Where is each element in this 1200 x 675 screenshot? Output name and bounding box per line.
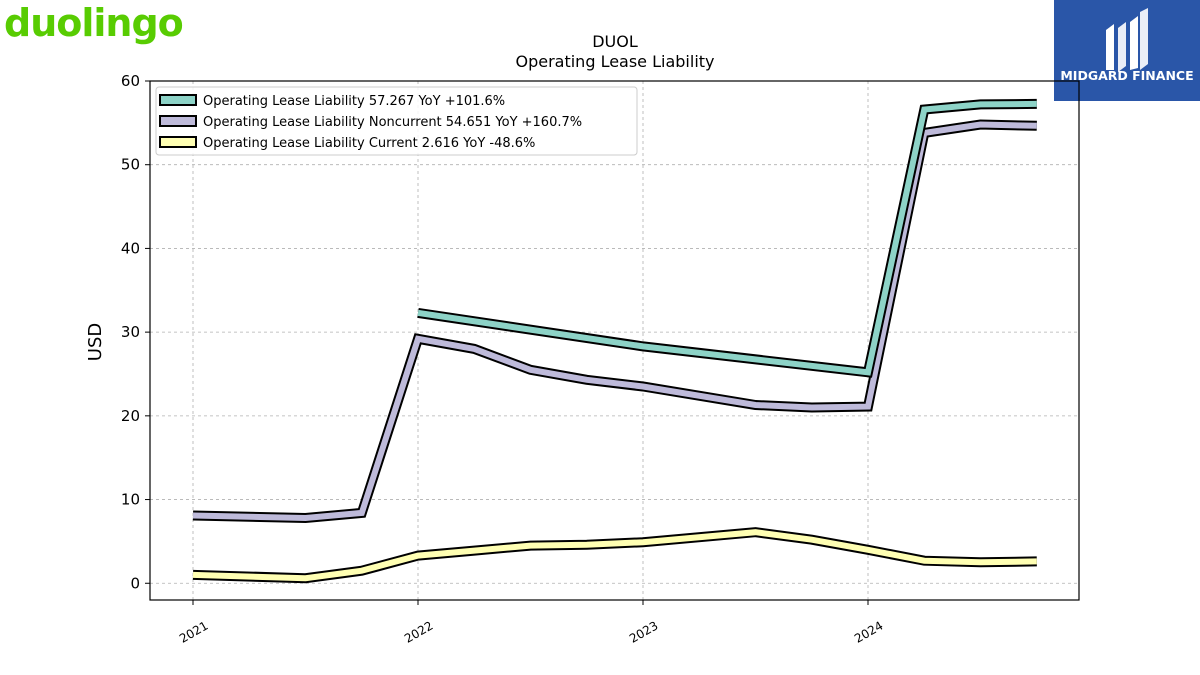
series-layer	[192, 98, 1037, 584]
legend-swatch	[159, 136, 197, 148]
midgard-logo-text: MIDGARD FINANCE	[1060, 68, 1194, 83]
series-stroke	[417, 100, 1037, 376]
series-stroke	[192, 529, 1037, 582]
chart-title-block: DUOL Operating Lease Liability	[415, 32, 815, 72]
legend-box	[155, 86, 638, 156]
y-tick-label: 10	[121, 491, 140, 509]
chart-title: DUOL	[592, 32, 638, 51]
x-tick-label: 2024	[852, 618, 885, 645]
midgard-logo-icon	[1106, 8, 1148, 72]
midgard-finance-logo: MIDGARD FINANCE	[1054, 0, 1200, 101]
y-tick-label: 30	[121, 323, 140, 341]
series-stroke	[192, 121, 1037, 522]
chart-subtitle: Operating Lease Liability	[515, 52, 715, 71]
duolingo-logo-text: duolingo	[4, 1, 184, 45]
legend-entry-label: Operating Lease Liability 57.267 YoY +10…	[203, 94, 505, 109]
legend-swatch	[159, 115, 197, 127]
x-tick-label: 2022	[402, 618, 435, 645]
x-tick-label: 2021	[177, 618, 210, 645]
series-line-1	[192, 119, 1037, 524]
y-tick-label: 0	[130, 574, 140, 592]
series-line-2	[192, 527, 1037, 584]
duolingo-logo: duolingo	[4, 0, 184, 46]
y-axis-label: USD	[85, 323, 106, 361]
legend: Operating Lease Liability 57.267 YoY +10…	[155, 86, 638, 156]
y-tick-label: 50	[121, 156, 140, 174]
y-tick-label: 60	[121, 72, 140, 90]
y-tick-label: 40	[121, 239, 140, 257]
legend-entry-label: Operating Lease Liability Noncurrent 54.…	[203, 115, 582, 130]
legend-swatch	[159, 94, 197, 106]
plot-frame	[149, 80, 1080, 601]
legend-entry-label: Operating Lease Liability Current 2.616 …	[203, 136, 535, 151]
series-line-0	[417, 98, 1037, 378]
y-tick-label: 20	[121, 407, 140, 425]
x-tick-label: 2023	[627, 618, 660, 645]
